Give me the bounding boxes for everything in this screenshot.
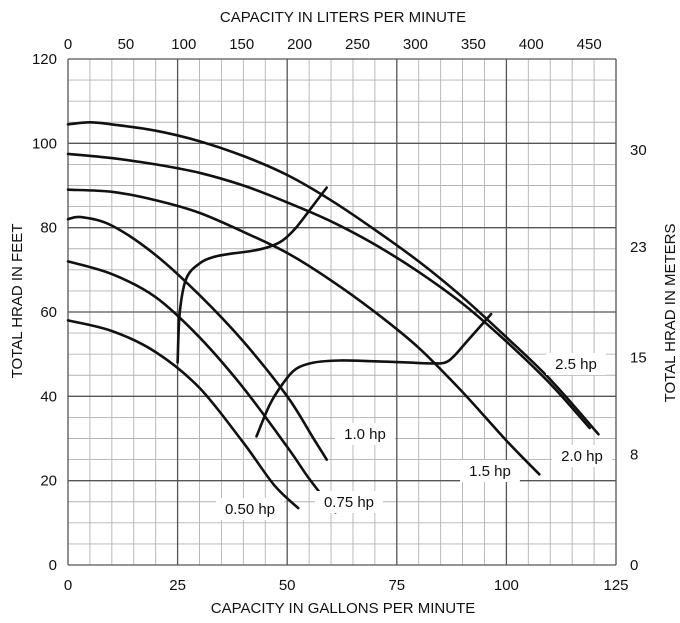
x2-tick-label: 300: [403, 36, 428, 53]
x-tick-label: 100: [494, 577, 519, 594]
y2-tick-label: 30: [630, 142, 647, 159]
curve-2-5-hp: [66, 121, 600, 436]
x2-axis-title: CAPACITY IN LITERS PER MINUTE: [220, 9, 466, 26]
y-tick-label: 80: [40, 220, 57, 237]
curve-label: 0.50 hp: [225, 501, 275, 518]
x-tick-label: 75: [388, 577, 405, 594]
x-tick-label: 0: [64, 577, 72, 594]
x2-tick-label: 50: [118, 36, 135, 53]
curve-0-75-hp: [66, 260, 337, 514]
x2-tick-label: 450: [577, 36, 602, 53]
curve-label: 1.5 hp: [469, 463, 511, 480]
curve-labels: 0.50 hp 0.75 hp 1.0 hp 1.5 hp 2.0 hp 2.5 hp: [215, 353, 612, 520]
y2-tick-label: 0: [630, 557, 638, 574]
curve-1-5-hp: [66, 188, 541, 476]
curve-label: 2.0 hp: [561, 448, 603, 465]
x2-tick-label: 250: [345, 36, 370, 53]
curve-label-background: [314, 491, 384, 513]
curve-label-background: [546, 353, 606, 375]
x2-tick-label: 100: [171, 36, 196, 53]
y-axis-title: TOTAL HRAD IN FEET: [9, 224, 26, 379]
curve-label: 0.75 hp: [324, 494, 374, 511]
y-tick-label: 0: [49, 557, 57, 574]
x-tick-label: 25: [169, 577, 186, 594]
y2-tick-label: 15: [630, 349, 647, 366]
y2-tick-label: 23: [630, 239, 647, 256]
x2-tick-label: 400: [519, 36, 544, 53]
x2-tick-label: 200: [287, 36, 312, 53]
curve-label-background: [335, 423, 395, 445]
curve-0-50-hp: [66, 319, 300, 510]
x2-tick-label: 350: [461, 36, 486, 53]
y-tick-label: 100: [32, 135, 57, 152]
x-axis-title: CAPACITY IN GALLONS PER MINUTE: [211, 600, 476, 617]
y-tick-label: 120: [32, 51, 57, 68]
curve-label-background: [460, 460, 520, 482]
pump-curves: [66, 121, 600, 514]
y-tick-label: 60: [40, 304, 57, 321]
major-grid: [67, 58, 617, 566]
curve-1-0-hp: [66, 215, 328, 461]
x2-tick-label: 0: [64, 36, 72, 53]
curve-2-0-hp: [66, 152, 591, 430]
x-tick-label: 50: [279, 577, 296, 594]
y2-axis-title: TOTAL HRAD IN METERS: [662, 224, 679, 403]
curve-label-background: [552, 445, 612, 467]
x2-tick-label: 150: [229, 36, 254, 53]
curve-label: 2.5 hp: [555, 356, 597, 373]
curve-label: 1.0 hp: [344, 426, 386, 443]
curve-label-background: [215, 498, 285, 520]
y-tick-label: 20: [40, 473, 57, 490]
envelope-line-2: [255, 312, 493, 438]
y-tick-label: 40: [40, 388, 57, 405]
x-tick-label: 125: [603, 577, 628, 594]
y2-tick-label: 8: [630, 446, 638, 463]
